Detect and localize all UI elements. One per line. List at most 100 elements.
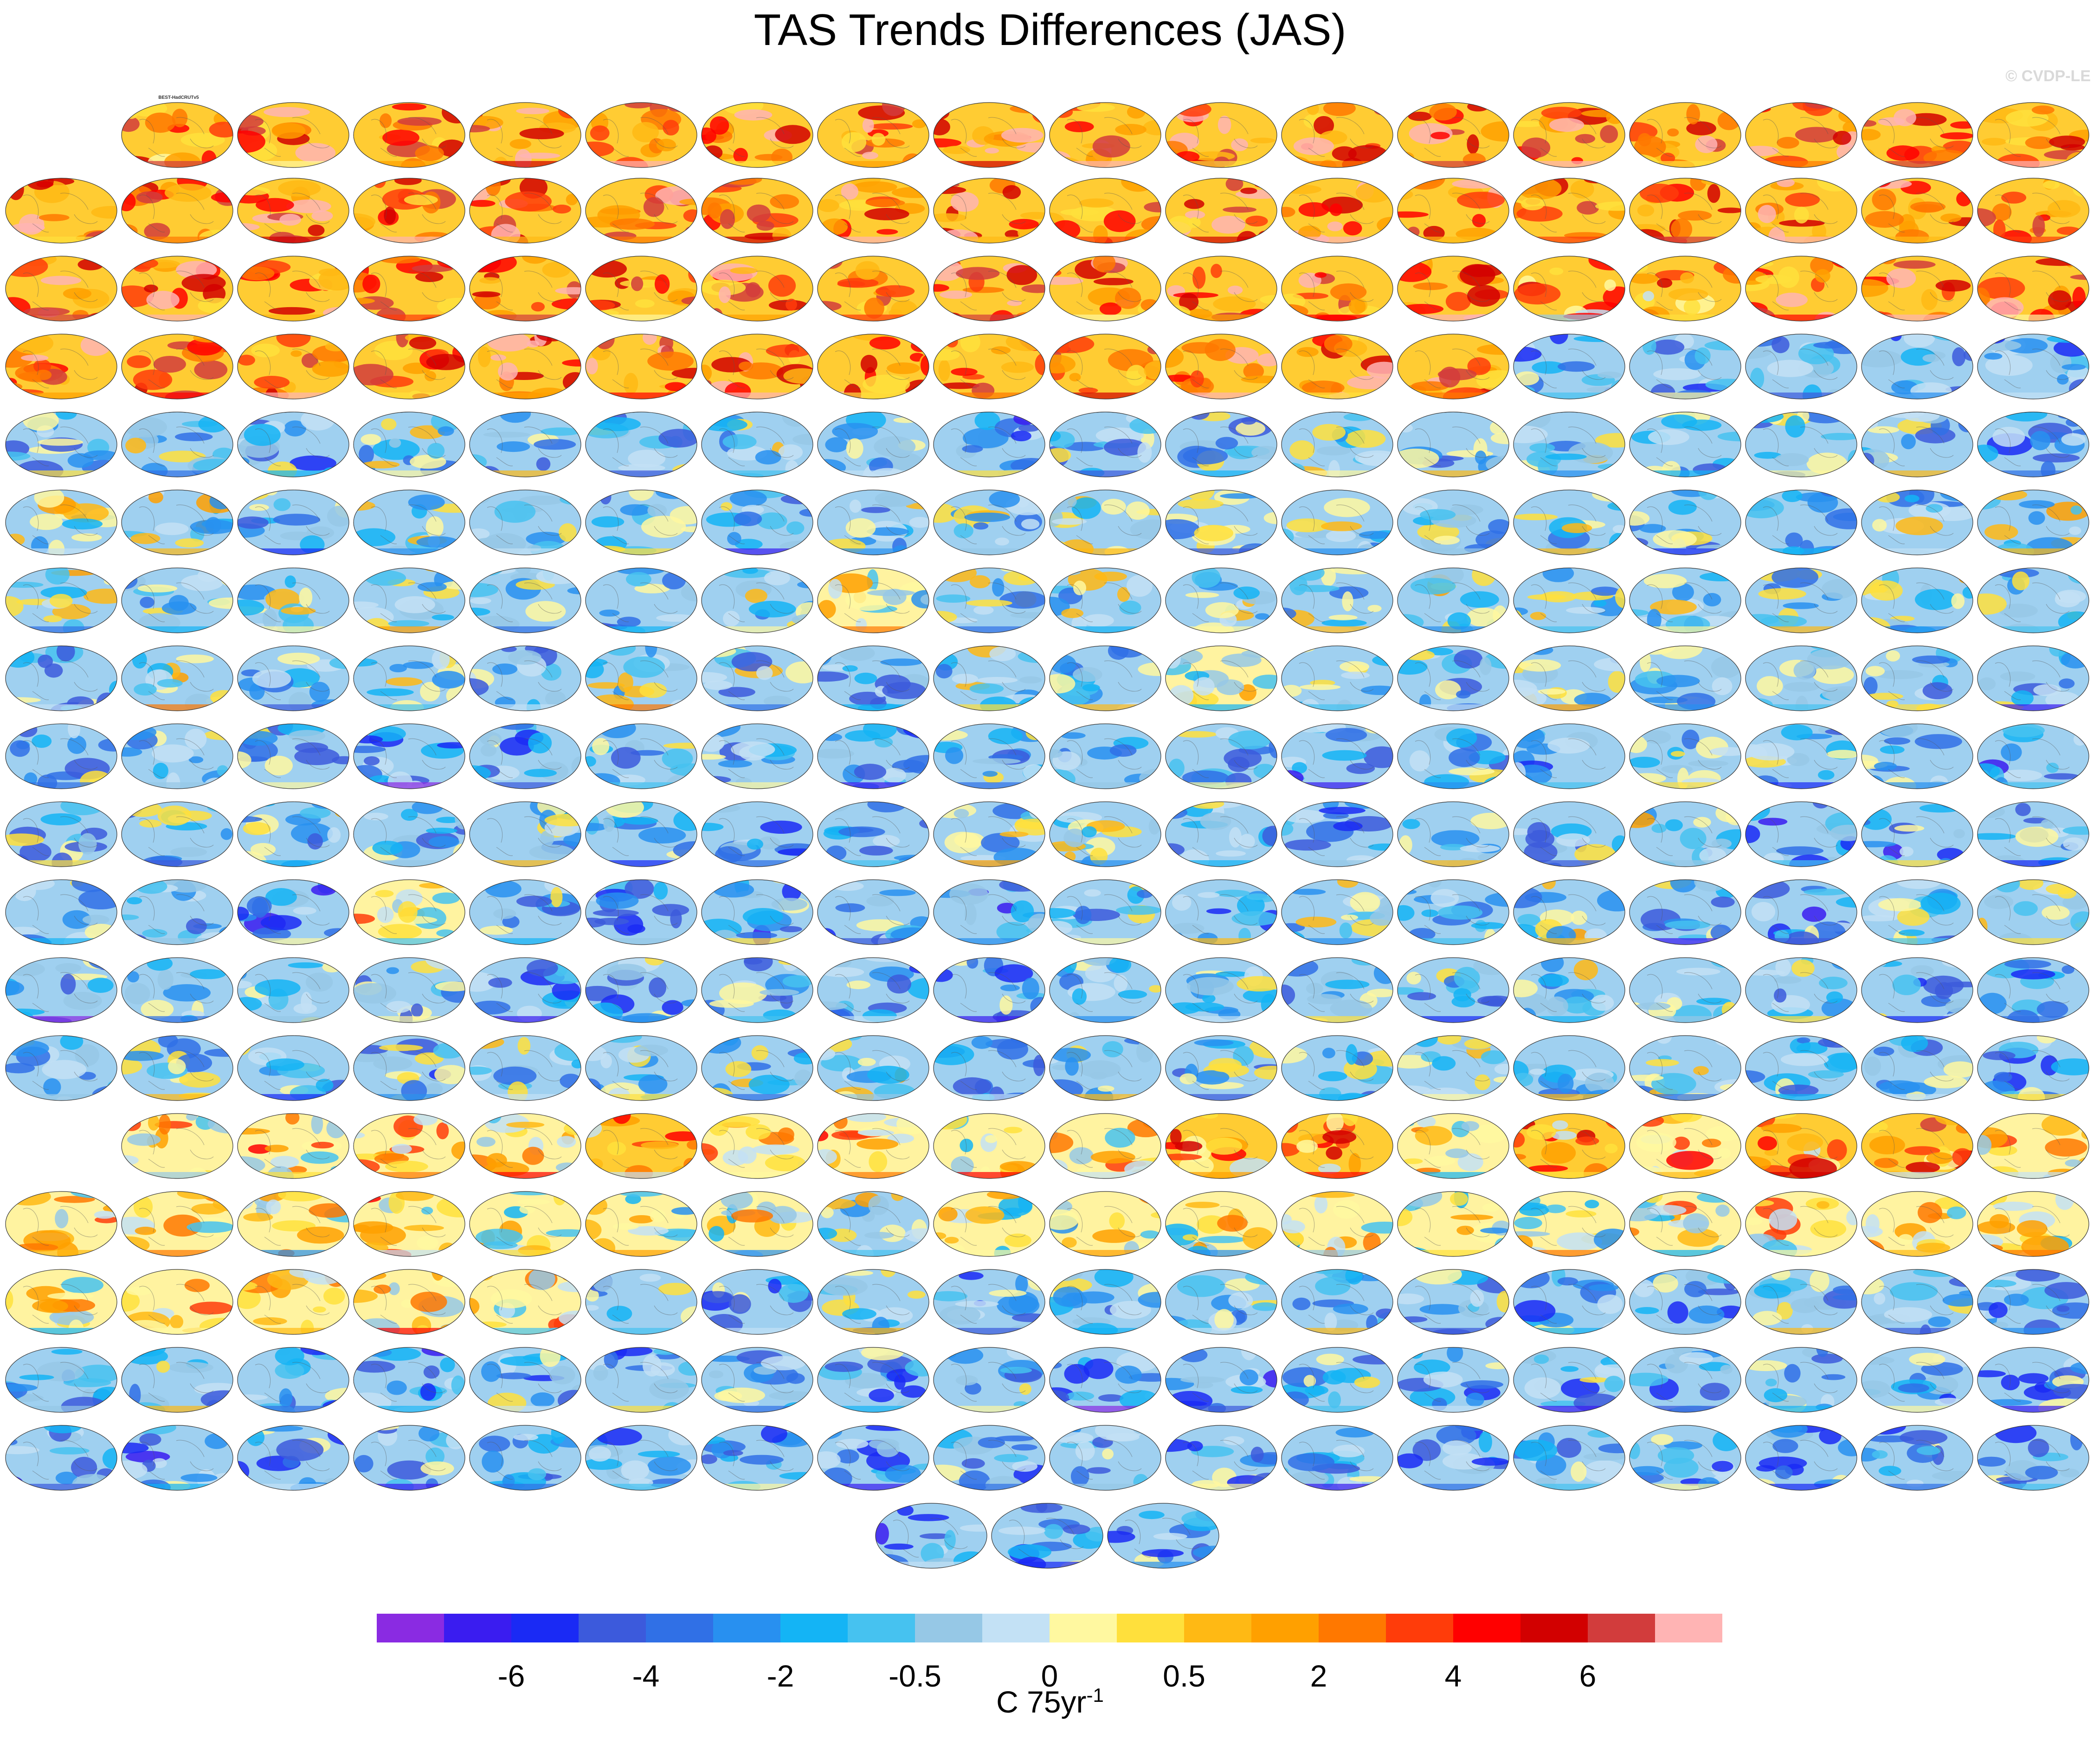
robinson-map: [121, 567, 233, 633]
robinson-map: [1629, 1191, 1741, 1257]
robinson-map: [237, 801, 349, 867]
map-panel: [933, 1340, 1049, 1421]
map-panel: [1745, 716, 1861, 798]
robinson-map: [1861, 102, 1973, 168]
map-panel: [1861, 95, 1977, 176]
robinson-map: [121, 412, 233, 477]
robinson-map: [1281, 102, 1393, 168]
map-panel: [1049, 1262, 1165, 1343]
robinson-map: [237, 489, 349, 555]
map-panel: [1049, 1340, 1165, 1421]
map-panel: [1977, 950, 2093, 1031]
robinson-map: [1513, 1191, 1625, 1257]
robinson-map: [469, 1113, 581, 1179]
map-panel: [1165, 716, 1281, 798]
map-panel: [933, 716, 1049, 798]
map-panel: [1049, 1106, 1165, 1187]
map-panel: [1397, 1028, 1513, 1109]
map-panel: [237, 1184, 353, 1265]
map-panel: [5, 1184, 121, 1265]
map-panel: [1745, 950, 1861, 1031]
robinson-map: [1861, 1425, 1973, 1491]
map-panel: [585, 405, 701, 486]
robinson-map: [933, 1425, 1045, 1491]
map-panel: [817, 1106, 933, 1187]
robinson-map: [353, 1347, 465, 1413]
map-panel: [1513, 1262, 1629, 1343]
map-panel: [933, 1418, 1049, 1499]
map-panel: [585, 1262, 701, 1343]
robinson-map: [1165, 1425, 1277, 1491]
map-panel: [1165, 872, 1281, 953]
map-panel: [1165, 249, 1281, 330]
map-panel: [5, 327, 121, 408]
robinson-map: [1049, 567, 1161, 633]
map-panel: [237, 405, 353, 486]
map-panel: [1629, 95, 1745, 176]
map-panel: [1629, 794, 1745, 876]
map-panel: [1745, 872, 1861, 953]
map-panel: [1513, 794, 1629, 876]
map-panel: [1281, 1184, 1397, 1265]
robinson-map: [1745, 567, 1857, 633]
robinson-map: [121, 256, 233, 322]
map-panel: [469, 1262, 585, 1343]
robinson-map: [1745, 1035, 1857, 1101]
robinson-map: [585, 567, 697, 633]
robinson-map: [5, 567, 117, 633]
robinson-map: [933, 957, 1045, 1023]
robinson-map: [1977, 178, 2089, 244]
map-panel: [1049, 1418, 1165, 1499]
robinson-map: [585, 1113, 697, 1179]
map-panel: [1049, 171, 1165, 252]
map-panel: [121, 483, 237, 564]
map-panel: [817, 95, 933, 176]
map-panel: [1165, 1340, 1281, 1421]
robinson-map: [817, 1191, 929, 1257]
robinson-map: [1513, 879, 1625, 945]
map-panel: [237, 638, 353, 720]
map-panel: [5, 872, 121, 953]
map-panel: [1397, 483, 1513, 564]
robinson-map: [1107, 1503, 1219, 1569]
robinson-map: [1861, 412, 1973, 477]
map-panel: [933, 1262, 1049, 1343]
colorbar-swatch: [1588, 1614, 1655, 1642]
robinson-map: [1745, 1425, 1857, 1491]
map-panel: [701, 638, 817, 720]
robinson-map: [817, 1425, 929, 1491]
map-panel: [1049, 716, 1165, 798]
robinson-map: [1049, 1035, 1161, 1101]
map-panel: [585, 327, 701, 408]
robinson-map: [1165, 1035, 1277, 1101]
robinson-map: [1745, 489, 1857, 555]
robinson-map: [1977, 1113, 2089, 1179]
colorbar-units-label: C 75yr-1: [0, 1684, 2100, 1719]
robinson-map: [1397, 178, 1509, 244]
robinson-map: [1049, 1347, 1161, 1413]
robinson-map: [121, 489, 233, 555]
map-panel: [1629, 327, 1745, 408]
map-panel: [933, 638, 1049, 720]
robinson-map: [1629, 334, 1741, 399]
robinson-map: [1049, 801, 1161, 867]
robinson-map: [585, 334, 697, 399]
robinson-map: [1165, 178, 1277, 244]
map-panel: [1629, 872, 1745, 953]
robinson-map: [469, 723, 581, 789]
robinson-map: [1745, 1113, 1857, 1179]
map-panel: [1977, 1418, 2093, 1499]
robinson-map: [1049, 412, 1161, 477]
robinson-map: [353, 723, 465, 789]
robinson-map: [1861, 567, 1973, 633]
robinson-map: [701, 1191, 813, 1257]
robinson-map: [585, 178, 697, 244]
robinson-map: [875, 1503, 987, 1569]
robinson-map: [237, 645, 349, 711]
robinson-map: [1513, 1347, 1625, 1413]
map-panel: [1977, 716, 2093, 798]
map-panel: [933, 327, 1049, 408]
robinson-map: [1629, 645, 1741, 711]
robinson-map: [817, 801, 929, 867]
robinson-map: [701, 879, 813, 945]
